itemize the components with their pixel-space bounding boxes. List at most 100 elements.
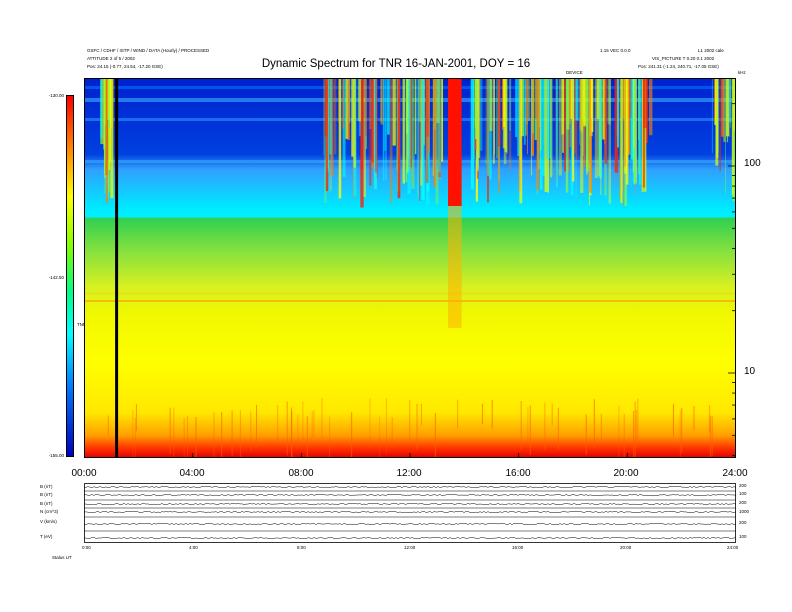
row-right-3: 1000 [739,509,750,514]
streak-148 [556,78,558,188]
speckle-36 [681,407,683,454]
header-right-line1: 1.15 VEC 0.0.0 [600,48,631,53]
streak-40 [421,78,425,200]
streak-296 [731,78,734,195]
streak-15 [103,78,106,150]
row-label-4: V (km/s) [40,519,57,524]
streak-34 [432,78,434,177]
streak-291 [725,78,726,194]
speckle-20 [623,414,625,458]
streak-293 [730,78,732,128]
speckle-30 [290,407,292,458]
speckle-59 [351,412,353,458]
streak-174 [619,78,622,200]
streak-104 [333,78,337,155]
streak-53 [371,78,374,163]
streak-19 [110,78,114,199]
streak-167 [542,78,546,176]
streak-49 [380,78,384,125]
streak-290 [721,78,725,137]
band-5 [84,300,736,302]
streak-82 [330,78,334,177]
streak-134 [550,78,553,178]
streak-100 [360,78,364,170]
speckle-56 [434,412,436,458]
speckle-3 [195,417,197,458]
speckle-10 [186,415,188,458]
streak-43 [324,78,327,204]
speckle-48 [416,403,418,450]
streak-154 [539,78,541,154]
streak-78 [380,78,382,123]
speckle-1 [135,403,137,432]
speckle-38 [527,406,529,440]
streak-142 [534,78,537,141]
streak-281 [711,78,713,154]
radio-burst [448,78,462,206]
lower-x-tick-2: 8:00 [297,545,306,550]
streak-194 [608,78,612,204]
speckle-45 [709,415,711,458]
lower-x-tick-6: 24:00 [727,545,739,550]
speckle-21 [297,414,299,449]
streak-97 [369,78,372,186]
speckle-39 [618,405,620,458]
speckle-27 [239,410,241,458]
streak-146 [602,78,606,140]
row-trace-3 [84,510,736,514]
streak-76 [435,78,439,205]
streak-264 [475,78,478,140]
streak-282 [728,78,732,123]
streak-227 [566,78,570,130]
row-trace-1 [84,493,736,497]
header-left-pos: Pos: 24.15 (-0.77, 24.54, -17.20 GSE) [87,64,163,69]
row-right-1: 100 [739,491,747,496]
streak-229 [526,78,528,155]
streak-22 [107,78,110,198]
streak-259 [545,78,548,159]
streak-133 [531,78,534,156]
streak-23 [110,78,111,163]
speckle-22 [231,410,233,456]
streak-248 [558,78,562,176]
streak-162 [638,78,640,140]
streak-75 [436,78,440,124]
speckle-29 [329,416,331,458]
streak-246 [569,78,572,148]
streak-136 [492,78,495,164]
streak-250 [572,78,575,182]
streak-188 [544,78,548,192]
x-tick-5: 20:00 [613,468,639,479]
streak-210 [629,78,632,119]
streak-111 [386,78,390,135]
colorbar-tick-top: -130.00 [48,93,64,98]
speckle-41 [585,414,587,455]
streak-63 [433,78,434,130]
streak-71 [329,78,332,155]
row-trace-5 [84,536,736,540]
colorbar-tick-bottom: -155.00 [48,453,64,458]
streak-24 [107,78,111,120]
streak-21 [100,78,103,139]
footer-label: Stalus UT [52,555,72,560]
header-right-pos: Pos: 241.31 (-1.24, 240.71, -17.05 GSE) [638,64,719,69]
streak-219 [506,78,508,154]
y-unit-label: kHz [738,70,746,75]
streak-69 [396,78,398,171]
streak-269 [523,78,526,145]
streak-233 [478,78,481,158]
colorbar [66,95,74,457]
streak-235 [520,78,525,137]
streak-147 [597,78,600,177]
band-4 [84,292,736,295]
streak-103 [338,78,340,123]
streak-127 [607,78,611,125]
speckle-43 [679,409,681,458]
parameter-panel [84,483,736,543]
streak-230 [489,78,493,132]
streak-99 [353,78,356,168]
streak-222 [623,78,625,206]
streak-50 [323,78,325,156]
streak-202 [625,78,629,185]
row-trace-0 [84,485,736,489]
